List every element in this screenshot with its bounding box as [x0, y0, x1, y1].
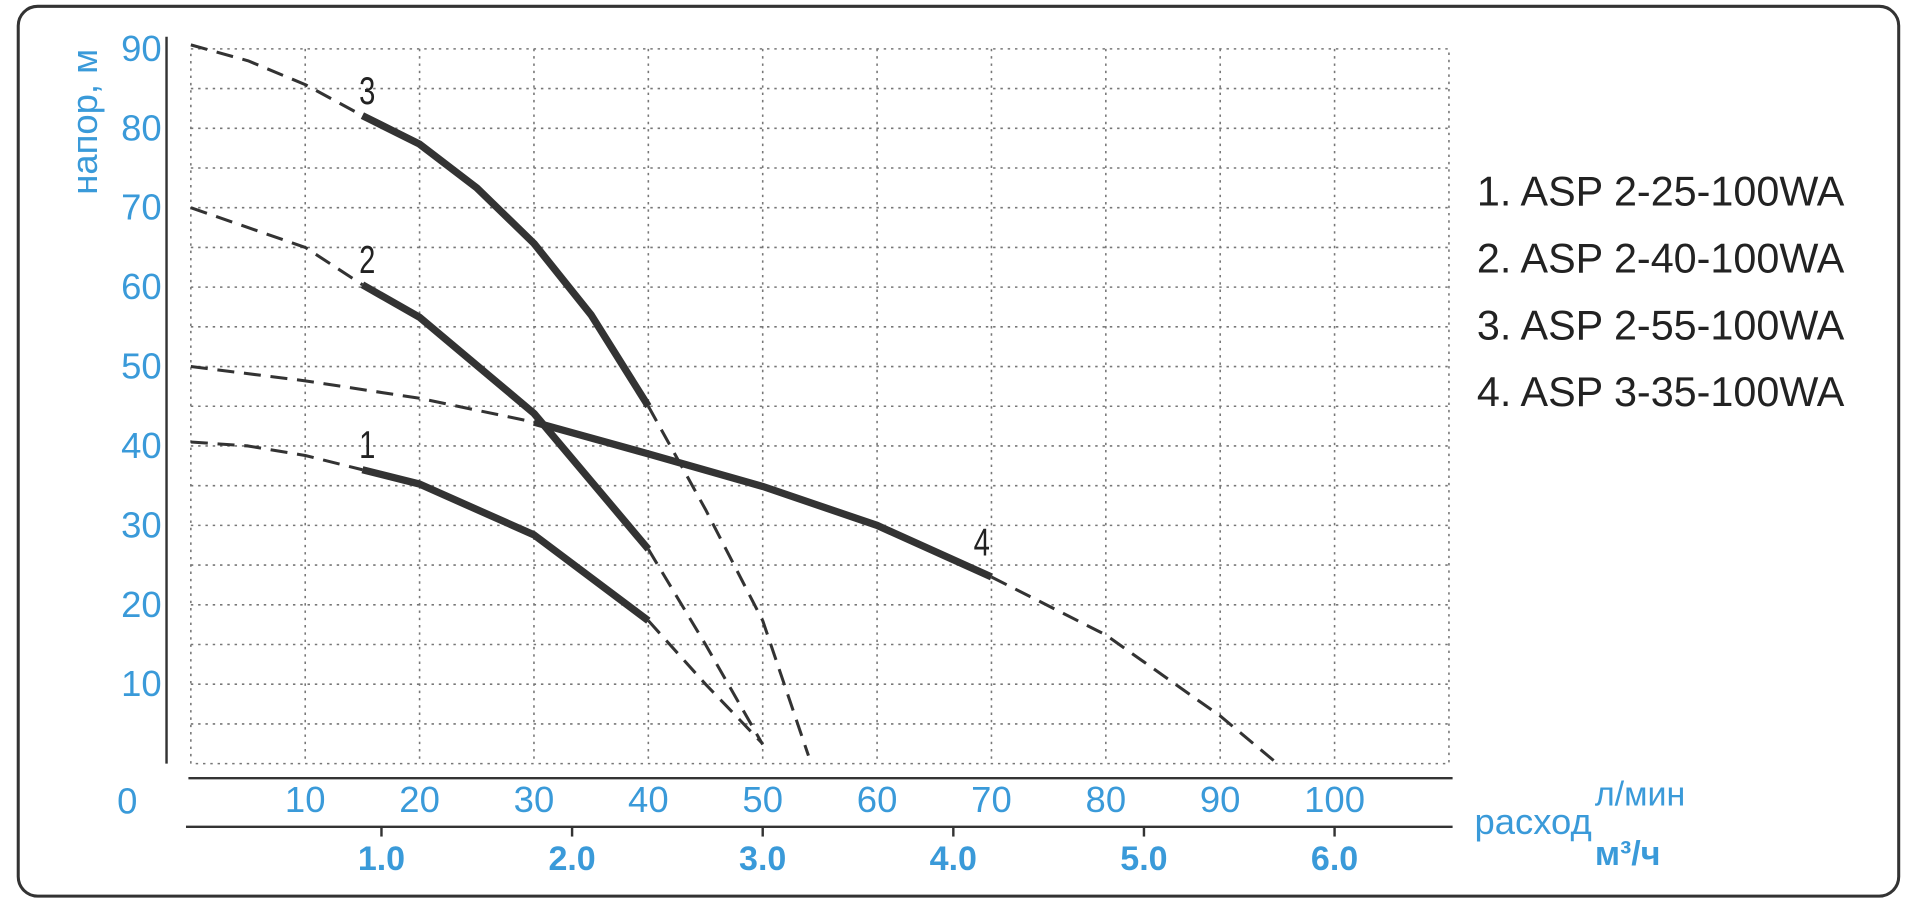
curve-solid [360, 281, 652, 552]
x2-tick-label: 1.0 [358, 840, 405, 878]
y-tick-label: 90 [121, 28, 162, 69]
x2-tick-label: 4.0 [930, 840, 977, 878]
x-tick-label: 10 [285, 779, 326, 820]
curve-label: 2 [359, 239, 375, 282]
y-tick-label: 50 [121, 346, 162, 387]
y-tick-label: 10 [121, 663, 162, 704]
curve-dashed [190, 365, 535, 424]
curve-dashed [647, 405, 810, 757]
curve-dashed [190, 43, 364, 117]
y-tick-label: 60 [121, 266, 162, 307]
x-axis-title: расход [1474, 801, 1591, 842]
legend-entry: 1. ASP 2-25-100WA [1477, 169, 1845, 215]
curve-dashed [647, 619, 764, 745]
x2-tick-label: 6.0 [1311, 840, 1358, 878]
y-tick-label: 0 [117, 780, 137, 821]
x-tick-label: 50 [742, 779, 783, 820]
x-tick-label: 80 [1086, 779, 1127, 820]
y-tick-label: 20 [121, 584, 162, 625]
frame [16, 4, 1901, 898]
curve-dashed [190, 206, 364, 287]
x-tick-label: 30 [514, 779, 555, 820]
legend-entry: 3. ASP 2-55-100WA [1477, 302, 1845, 348]
curve-label: 1 [359, 424, 375, 467]
x2-unit: м³/ч [1595, 835, 1661, 873]
curve-solid [360, 112, 652, 409]
x-tick-label: 90 [1200, 779, 1241, 820]
x-tick-label: 60 [857, 779, 898, 820]
curve-solid [532, 418, 993, 581]
curve-solid [361, 466, 651, 624]
y-tick-label: 70 [121, 187, 162, 228]
x-tick-label: 70 [971, 779, 1012, 820]
x2-tick-label: 3.0 [739, 840, 786, 878]
y-tick-label: 30 [121, 504, 162, 545]
curve-label: 3 [359, 70, 375, 113]
x-unit: л/мин [1595, 775, 1685, 813]
curve-dashed [990, 575, 1279, 765]
x-tick-label: 100 [1304, 779, 1365, 820]
y-tick-label: 80 [121, 107, 162, 148]
curve-dashed [647, 548, 765, 746]
legend-entry: 2. ASP 2-40-100WA [1477, 236, 1845, 282]
y-axis-title: напор, м [64, 49, 105, 195]
x2-tick-label: 5.0 [1120, 840, 1167, 878]
curve-dashed [190, 440, 363, 472]
y-tick-label: 40 [121, 425, 162, 466]
x-tick-label: 40 [628, 779, 669, 820]
legend-entry: 4. ASP 3-35-100WA [1477, 369, 1845, 415]
x2-tick-label: 2.0 [548, 840, 595, 878]
curve-label: 4 [974, 522, 990, 565]
x-tick-label: 20 [399, 779, 440, 820]
